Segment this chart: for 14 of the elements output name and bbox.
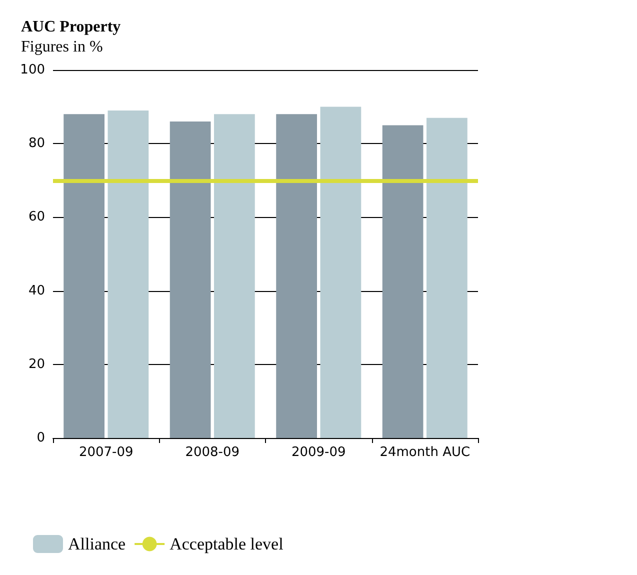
y-tick-label: 0: [36, 430, 45, 446]
legend-label: Acceptable level: [170, 534, 284, 554]
y-tick-label: 80: [28, 136, 45, 152]
y-tick-label: 40: [28, 283, 45, 298]
x-tick-label: 2008-09: [185, 445, 240, 460]
x-tick-label: 24month AUC: [380, 445, 470, 460]
x-tick-label: 2009-09: [291, 445, 346, 460]
y-tick-label: 100: [20, 62, 45, 78]
y-tick-label: 60: [28, 210, 45, 225]
chart-title: AUC Property: [21, 18, 121, 36]
x-tick-label: 2007-09: [78, 445, 134, 460]
y-tick-label: 20: [28, 356, 45, 372]
legend-label: Alliance: [68, 534, 126, 554]
chart-subtitle: Figures in %: [21, 38, 103, 56]
